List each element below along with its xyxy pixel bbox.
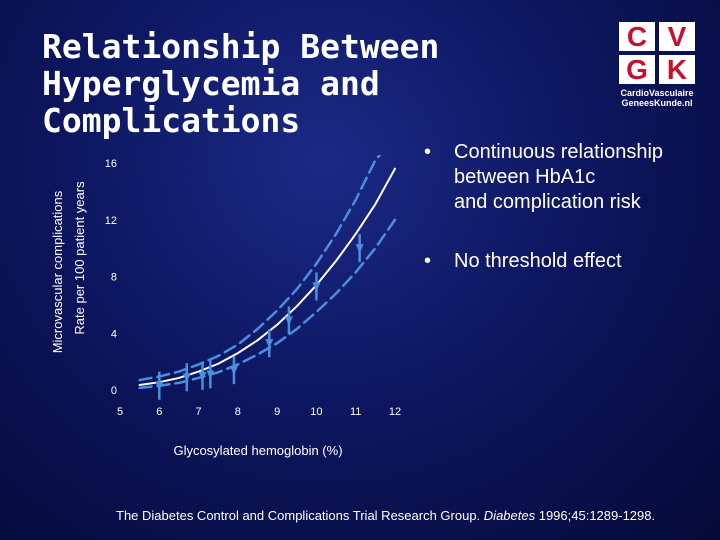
x-tick-label: 12 [389, 406, 401, 418]
ci-upper-curve [138, 155, 382, 382]
ci-lower-curve [138, 218, 397, 390]
data-point-marker [265, 329, 274, 358]
x-tick-label: 10 [310, 406, 322, 418]
slide-title: Relationship Between Hyperglycemia and C… [42, 28, 462, 139]
bullet-marker: • [424, 141, 432, 163]
data-point-marker [312, 272, 321, 301]
logo-letter: G [619, 55, 655, 84]
y-tick-label: 0 [111, 385, 117, 397]
y-tick-label: 16 [105, 158, 117, 170]
bullet-item: • No threshold effect [424, 249, 714, 274]
bullet-line: No threshold effect [454, 250, 622, 272]
data-point-marker [229, 356, 238, 385]
title-line: Complications [42, 101, 301, 140]
x-tick-label: 6 [156, 406, 162, 418]
title-line: Hyperglycemia and [42, 64, 380, 103]
data-point-marker [206, 360, 215, 389]
data-point-marker [155, 371, 164, 400]
logo-letter: V [659, 22, 695, 51]
x-tick-labels: 5 6 7 8 9 10 11 12 [117, 406, 401, 418]
citation-suffix: 1996;45:1289-1298. [535, 508, 656, 523]
x-axis-label: Glycosylated hemoglobin (%) [173, 443, 342, 458]
y-axis-label: Microvascular complications Rate per 100… [50, 181, 87, 353]
cvgk-logo: C V G K CardioVasculaire GeneesKunde.nl [619, 22, 695, 122]
bullet-line: between HbA1c [454, 166, 596, 188]
x-tick-label: 9 [274, 406, 280, 418]
x-tick-label: 5 [117, 406, 123, 418]
y-axis-label-line: Rate per 100 patient years [72, 181, 87, 335]
bullet-line: Continuous relationship [454, 141, 664, 163]
bullet-line: and complication risk [454, 191, 641, 213]
logo-letter: C [619, 22, 655, 51]
y-tick-labels: 0 4 8 12 16 [105, 158, 117, 397]
logo-letter: K [659, 55, 695, 84]
x-tick-label: 8 [235, 406, 241, 418]
bullet-item: • Continuous relationship between HbA1c … [424, 140, 714, 215]
central-curve [138, 167, 396, 387]
data-point-marker [284, 306, 293, 335]
y-tick-label: 12 [105, 215, 117, 227]
logo-line: CardioVasculaire [620, 88, 694, 98]
y-tick-label: 8 [111, 272, 117, 284]
logo-line: GeneesKunde.nl [621, 98, 693, 108]
bullet-list: • Continuous relationship between HbA1c … [424, 140, 714, 308]
source-citation: The Diabetes Control and Complications T… [116, 508, 716, 523]
logo-grid: C V G K [619, 22, 695, 84]
citation-prefix: The Diabetes Control and Complications T… [116, 508, 484, 523]
data-markers [155, 234, 364, 400]
data-point-marker [355, 234, 364, 263]
x-tick-label: 7 [196, 406, 202, 418]
citation-journal: Diabetes [483, 508, 536, 523]
y-axis-label-line: Microvascular complications [50, 190, 65, 353]
logo-subtitle: CardioVasculaire GeneesKunde.nl [619, 88, 695, 108]
data-point-marker [198, 361, 207, 390]
curves [138, 155, 397, 390]
title-line: Relationship Between [42, 27, 440, 66]
bullet-marker: • [424, 250, 432, 272]
x-tick-label: 11 [350, 406, 361, 418]
data-point-marker [182, 363, 191, 392]
y-tick-label: 4 [111, 328, 117, 340]
